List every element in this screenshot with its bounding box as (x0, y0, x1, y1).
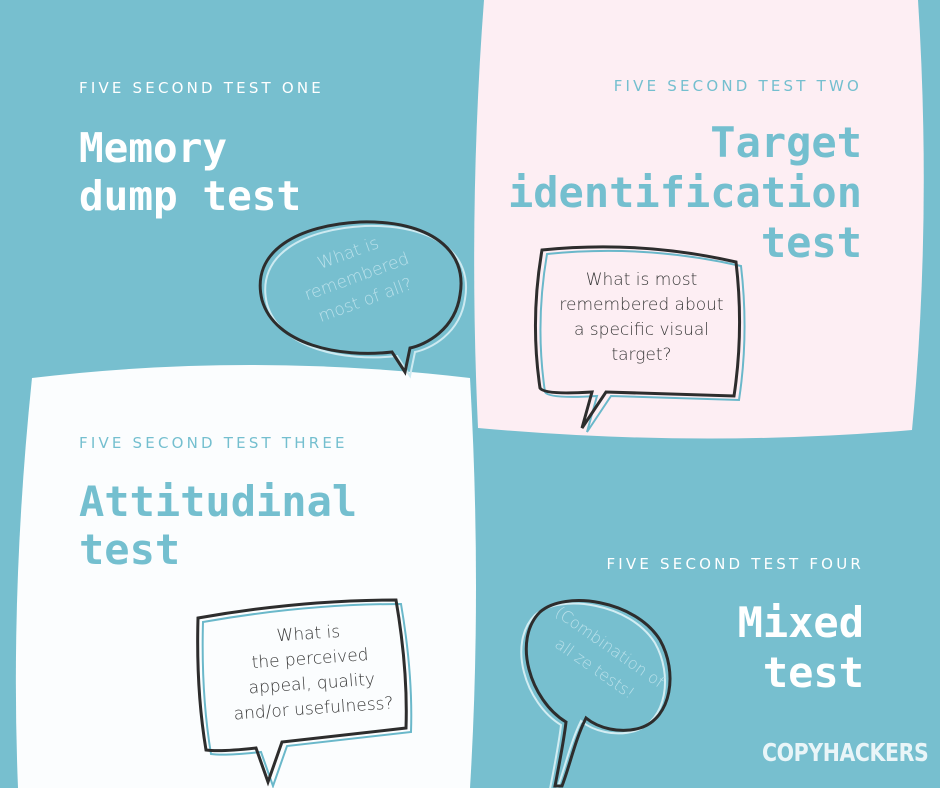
test-one-title: Memory dump test (79, 124, 301, 220)
speech-bubble-four (520, 599, 672, 788)
test-two-bubble-text: What is most remembered about a specific… (549, 268, 734, 368)
title-line: Mixed (737, 598, 864, 647)
test-four-label: FIVE SECOND TEST FOUR (606, 555, 864, 573)
test-three-title: Attitudinal test (79, 478, 357, 574)
test-four-title: Mixed test (738, 598, 864, 698)
title-line: Memory (79, 124, 228, 172)
speech-bubble-three (196, 598, 413, 788)
test-three-bubble-text: What is the perceived appeal, quality an… (213, 615, 410, 728)
bubble-line: remembered about (559, 295, 724, 315)
bubble-line: target? (611, 345, 672, 365)
copyhackers-logo: COPYHACKERS (762, 738, 929, 767)
speech-bubble-one (258, 220, 468, 379)
title-line: test (79, 525, 181, 574)
test-two-title: Target identification test (508, 118, 862, 268)
speech-bubble-two (533, 245, 746, 433)
test-three-label: FIVE SECOND TEST THREE (79, 434, 348, 452)
title-line: identification (507, 168, 862, 217)
title-line: test (762, 648, 864, 697)
title-line: dump test (79, 172, 302, 220)
test-two-label: FIVE SECOND TEST TWO (613, 77, 862, 95)
title-line: Target (710, 118, 862, 167)
pink-panel (474, 0, 924, 439)
bubble-line: a specific visual (573, 320, 709, 340)
title-line: test (760, 218, 862, 267)
white-panel (15, 365, 476, 788)
test-one-label: FIVE SECOND TEST ONE (79, 79, 324, 97)
title-line: Attitudinal (79, 477, 358, 526)
bubble-line: What is most (585, 270, 698, 290)
